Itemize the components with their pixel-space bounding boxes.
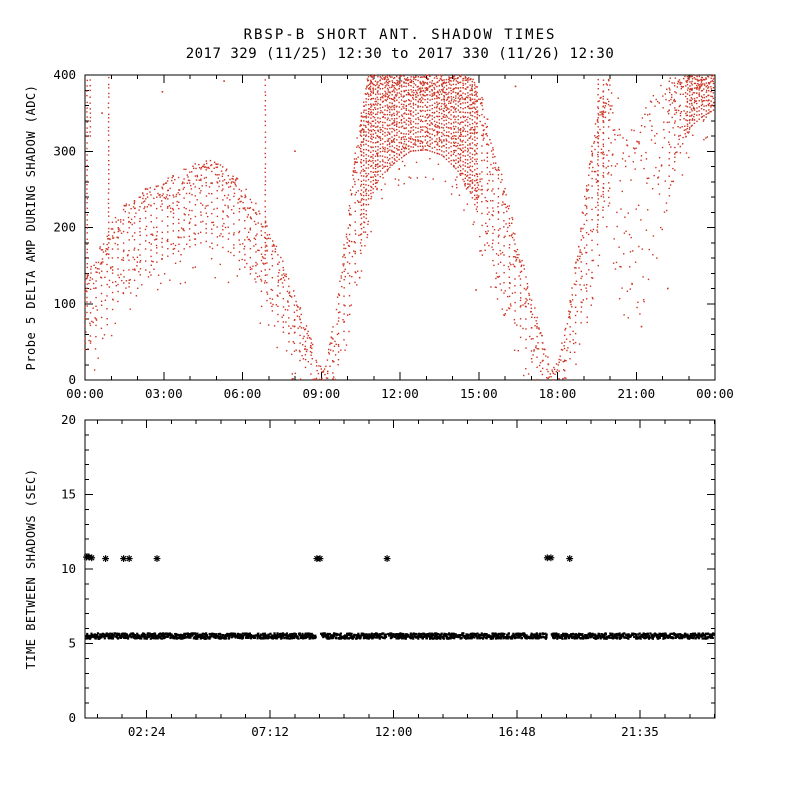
svg-text:0: 0	[68, 372, 76, 387]
svg-text:12:00: 12:00	[375, 724, 413, 739]
svg-text:15: 15	[61, 487, 76, 502]
svg-text:09:00: 09:00	[302, 386, 340, 401]
svg-text:100: 100	[53, 296, 76, 311]
svg-text:0: 0	[68, 710, 76, 725]
svg-text:18:00: 18:00	[539, 386, 577, 401]
chart-title-line2: 2017 329 (11/25) 12:30 to 2017 330 (11/2…	[185, 46, 615, 62]
svg-text:03:00: 03:00	[145, 386, 183, 401]
svg-text:300: 300	[53, 143, 76, 158]
svg-text:15:00: 15:00	[460, 386, 498, 401]
svg-text:07:12: 07:12	[251, 724, 289, 739]
svg-text:12:00: 12:00	[381, 386, 419, 401]
svg-text:5: 5	[68, 636, 76, 651]
svg-text:06:00: 06:00	[224, 386, 262, 401]
svg-text:200: 200	[53, 220, 76, 235]
svg-text:00:00: 00:00	[66, 386, 104, 401]
svg-text:20: 20	[61, 412, 76, 427]
svg-text:00:00: 00:00	[696, 386, 734, 401]
svg-text:21:00: 21:00	[617, 386, 655, 401]
svg-text:400: 400	[53, 67, 76, 82]
svg-text:16:48: 16:48	[498, 724, 536, 739]
svg-text:10: 10	[61, 561, 76, 576]
svg-text:21:35: 21:35	[621, 724, 659, 739]
chart-title-line1: RBSP-B SHORT ANT. SHADOW TIMES	[243, 27, 557, 43]
svg-text:02:24: 02:24	[128, 724, 166, 739]
chart-title: RBSP-B SHORT ANT. SHADOW TIMES 2017 329 …	[0, 26, 800, 64]
